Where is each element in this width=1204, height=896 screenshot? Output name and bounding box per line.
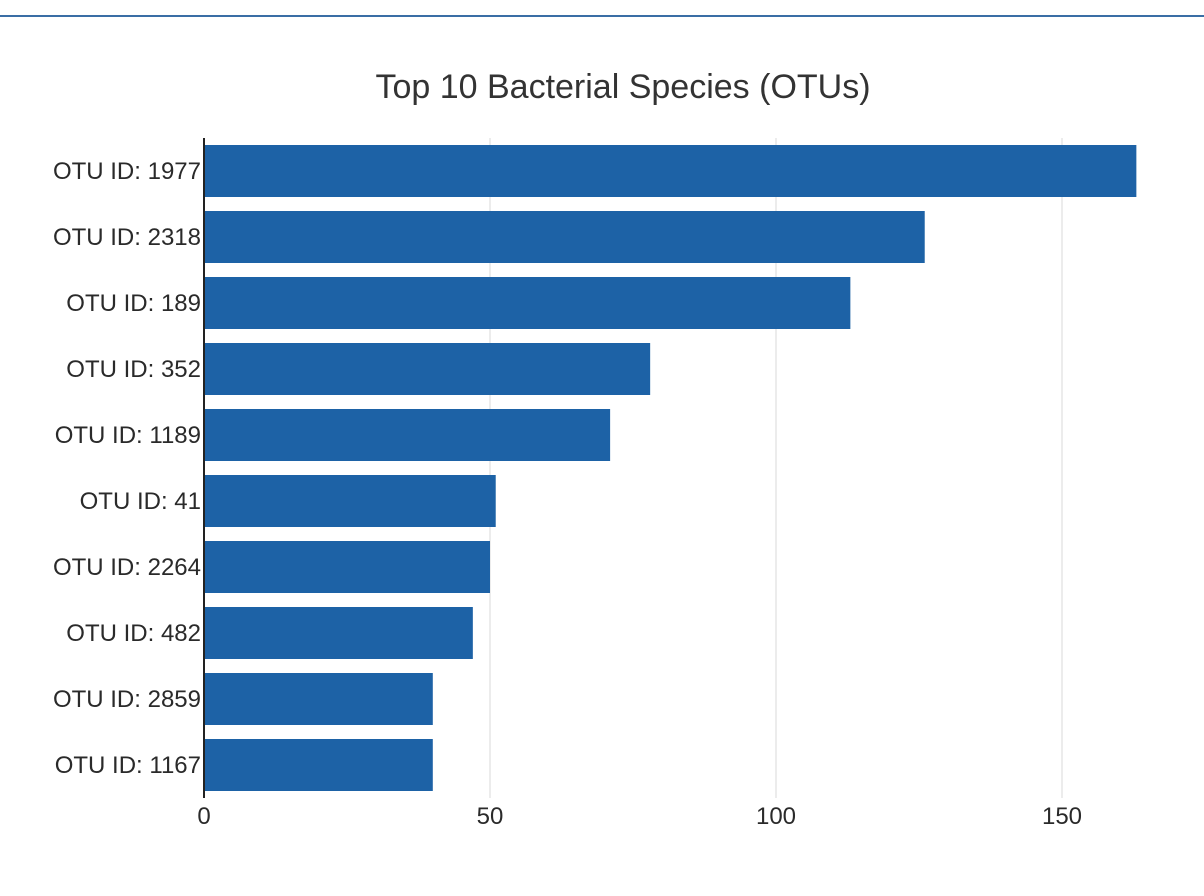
y-tick-labels: OTU ID: 1977 OTU ID: 2318 OTU ID: 189 OTU I…	[53, 158, 201, 779]
bar	[204, 211, 925, 263]
y-tick-label: OTU ID: 1977	[53, 158, 201, 185]
bar	[204, 739, 433, 791]
x-tick-label: 0	[197, 803, 210, 830]
x-tick-label: 50	[477, 803, 504, 830]
bar	[204, 475, 496, 527]
bar	[204, 607, 473, 659]
x-tick-labels: 0 50 100 150	[197, 803, 1082, 830]
bar	[204, 541, 490, 593]
bar	[204, 409, 611, 461]
y-tick-label: OTU ID: 2318	[53, 224, 201, 251]
chart-title: Top 10 Bacterial Species (OTUs)	[375, 68, 870, 106]
y-tick-label: OTU ID: 352	[66, 356, 201, 383]
bar	[204, 343, 651, 395]
top-rule	[0, 15, 1204, 17]
y-tick-label: OTU ID: 2264	[53, 554, 201, 581]
y-tick-label: OTU ID: 1167	[55, 752, 201, 779]
y-tick-label: OTU ID: 1189	[55, 422, 201, 449]
y-tick-label: OTU ID: 2859	[53, 686, 201, 713]
bars	[204, 145, 1137, 791]
bar	[204, 673, 433, 725]
bar	[204, 145, 1137, 197]
y-tick-label: OTU ID: 41	[80, 488, 201, 515]
y-tick-label: OTU ID: 482	[66, 620, 201, 647]
bar	[204, 277, 851, 329]
x-tick-label: 100	[756, 803, 796, 830]
x-tick-label: 150	[1042, 803, 1082, 830]
y-tick-label: OTU ID: 189	[66, 290, 201, 317]
